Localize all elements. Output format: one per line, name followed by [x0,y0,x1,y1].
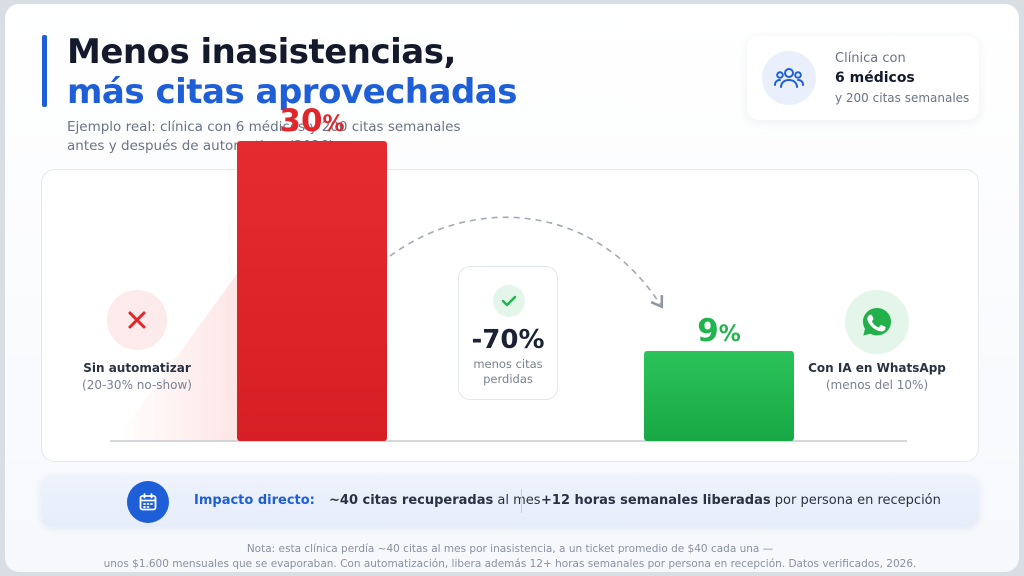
title-line-2: más citas aprovechadas [67,72,517,112]
bar-value-unit-1: % [719,322,741,347]
check-icon [493,285,525,317]
reduction-text: menos citas perdidas [459,357,557,387]
impact-label: Impacto directo: [194,493,315,508]
whatsapp-icon [845,290,909,354]
reduction-text-1: menos citas [473,357,543,371]
left-label-title: Sin automatizar [83,361,191,375]
bar-value-unit-0: % [323,112,345,137]
bar-value-label-1: 9% [697,313,741,349]
bar-chart: 30%9% [110,103,907,442]
bar-con-ia [644,351,794,441]
reduction-value: -70% [471,325,545,355]
slide: Menos inasistencias, más citas aprovecha… [5,4,1019,572]
title-line-1: Menos inasistencias, [67,32,456,72]
info-line-2: 6 médicos [835,70,915,86]
left-label-sub: (20-30% no-show) [82,378,192,392]
users-icon [762,51,816,105]
impact-item-1-bold: ~40 citas recuperadas [329,493,494,508]
impact-item-2: +12 horas semanales liberadas por person… [541,493,941,508]
right-label: Con IA en WhatsApp (menos del 10%) [805,360,949,394]
impact-item-1: ~40 citas recuperadas al mes [329,493,541,508]
reduction-card: -70% menos citas perdidas [458,266,558,400]
subtitle-line-1: Ejemplo real: clínica con 6 médicos y 20… [67,119,461,135]
bar-value-label-0: 30% [279,103,344,139]
info-line-1: Clínica con [835,51,906,66]
title-accent-bar [42,35,47,107]
calendar-icon [127,481,169,523]
impact-item-1-rest: al mes [493,493,541,508]
info-line-3: y 200 citas semanales [835,91,970,105]
impact-item-2-bold: +12 horas semanales liberadas [541,493,771,508]
left-label: Sin automatizar (20-30% no-show) [67,360,207,394]
impact-banner: Impacto directo: ~40 citas recuperadas a… [41,475,979,527]
impact-separator [521,489,522,513]
bar-value-number-1: 9 [697,313,719,349]
footnote-line-1: Nota: esta clínica perdía ~40 citas al m… [246,543,774,555]
bar-value-number-0: 30 [279,103,322,139]
reduction-text-2: perdidas [483,372,533,386]
right-label-title: Con IA en WhatsApp [808,361,946,375]
right-label-sub: (menos del 10%) [825,378,929,392]
footnote-line-2: unos $1.600 mensuales que se evaporaban.… [103,558,917,570]
footnote: Nota: esta clínica perdía ~40 citas al m… [45,542,975,572]
page-title: Menos inasistencias, más citas aprovecha… [67,32,517,112]
bar-sin-automatizar [237,141,387,441]
close-icon [107,290,167,350]
impact-item-2-rest: por persona en recepción [770,493,941,508]
clinic-info-card: Clínica con 6 médicos y 200 citas semana… [747,36,979,120]
red-bar-glow [115,274,237,441]
